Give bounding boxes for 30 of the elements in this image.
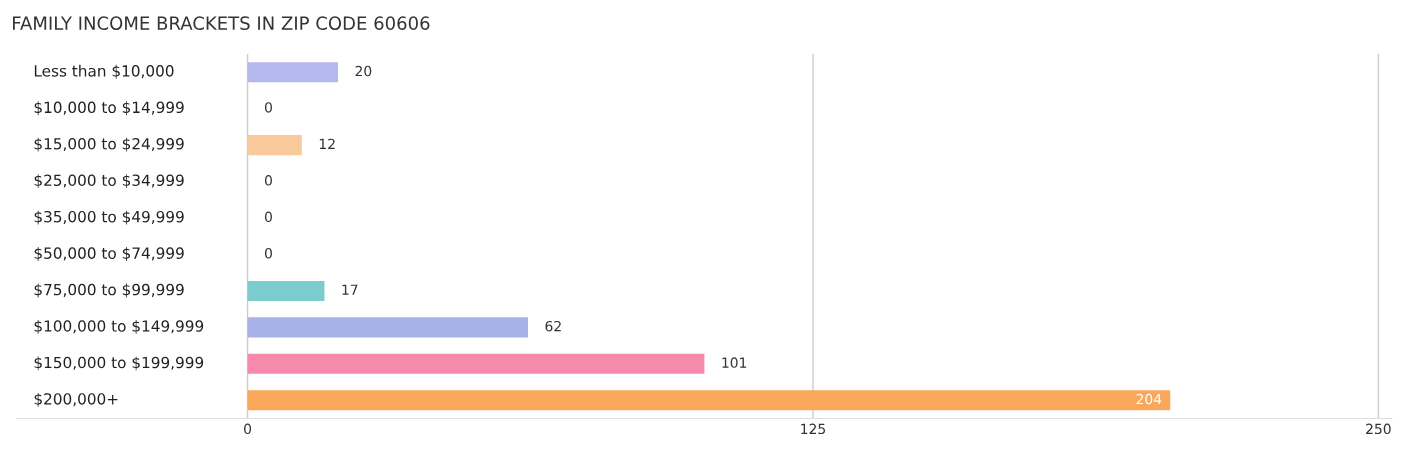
bar — [247, 135, 302, 156]
x-tick-label: 125 — [801, 423, 826, 435]
y-tick-label: $50,000 to $74,999 — [34, 247, 184, 261]
chart-title: FAMILY INCOME BRACKETS IN ZIP CODE 60606 — [13, 16, 430, 30]
y-tick-label: $25,000 to $34,999 — [34, 174, 184, 189]
data-label: 20 — [355, 65, 372, 77]
bar — [247, 280, 325, 301]
y-tick-label: $100,000 to $149,999 — [34, 319, 204, 334]
data-label: 0 — [264, 102, 272, 113]
y-tick-label: $75,000 to $99,999 — [34, 283, 184, 298]
y-tick-label: $150,000 to $199,999 — [34, 356, 204, 371]
data-label: 101 — [722, 357, 747, 368]
y-tick-label: $15,000 to $24,999 — [34, 137, 184, 152]
bar — [247, 62, 339, 83]
data-label: 17 — [342, 284, 358, 295]
data-label: 12 — [319, 138, 335, 149]
bar — [247, 390, 1171, 411]
data-label: 0 — [264, 175, 272, 186]
data-label: 204 — [1136, 393, 1162, 405]
y-tick-label: $35,000 to $49,999 — [34, 210, 184, 225]
data-label: 0 — [264, 211, 272, 223]
bar — [247, 353, 705, 374]
y-tick-label: $200,000+ — [34, 392, 118, 407]
bar — [247, 317, 528, 338]
x-tick-label: 250 — [1366, 423, 1391, 435]
x-tick-label: 0 — [244, 423, 252, 435]
data-label: 0 — [264, 248, 272, 259]
data-label: 62 — [545, 320, 561, 332]
y-tick-label: $10,000 to $14,999 — [34, 101, 184, 116]
y-tick-label: Less than $10,000 — [34, 64, 174, 79]
